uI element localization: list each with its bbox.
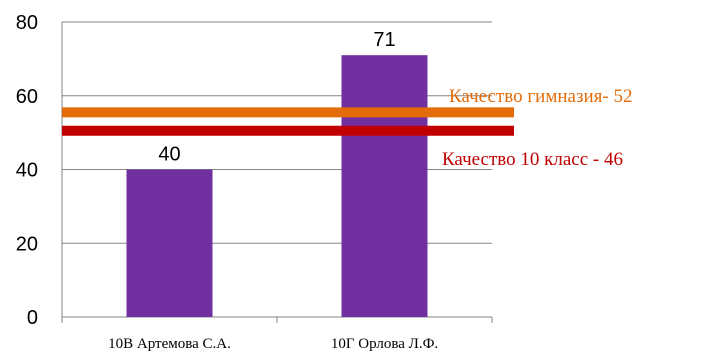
x-tick-label: 10Г Орлова Л.Ф. <box>331 336 438 352</box>
y-tick-label: 60 <box>16 86 38 108</box>
x-tick-labels: 10В Артемова С.А. 10Г Орлова Л.Ф. <box>108 336 438 352</box>
y-tick-label: 0 <box>27 307 38 329</box>
reference-line-label: Качество 10 класс - 46 <box>442 149 623 170</box>
reference-lines <box>62 107 514 136</box>
bar-data-label: 40 <box>158 144 180 166</box>
x-tick-label: 10В Артемова С.А. <box>108 336 231 352</box>
reference-line-labels: Качество гимназия- 52 Качество 10 класс -… <box>442 86 632 170</box>
y-tick-labels: 0 20 40 60 80 <box>16 12 38 329</box>
y-tick-label: 20 <box>16 233 38 255</box>
bar-data-label: 71 <box>373 29 395 51</box>
y-tick-label: 40 <box>16 160 38 182</box>
bar <box>126 169 213 317</box>
bar <box>341 55 428 317</box>
y-tick-label: 80 <box>16 12 38 34</box>
bars <box>126 55 428 317</box>
reference-line-label: Качество гимназия- 52 <box>449 86 632 107</box>
data-labels: 40 71 <box>158 29 395 165</box>
